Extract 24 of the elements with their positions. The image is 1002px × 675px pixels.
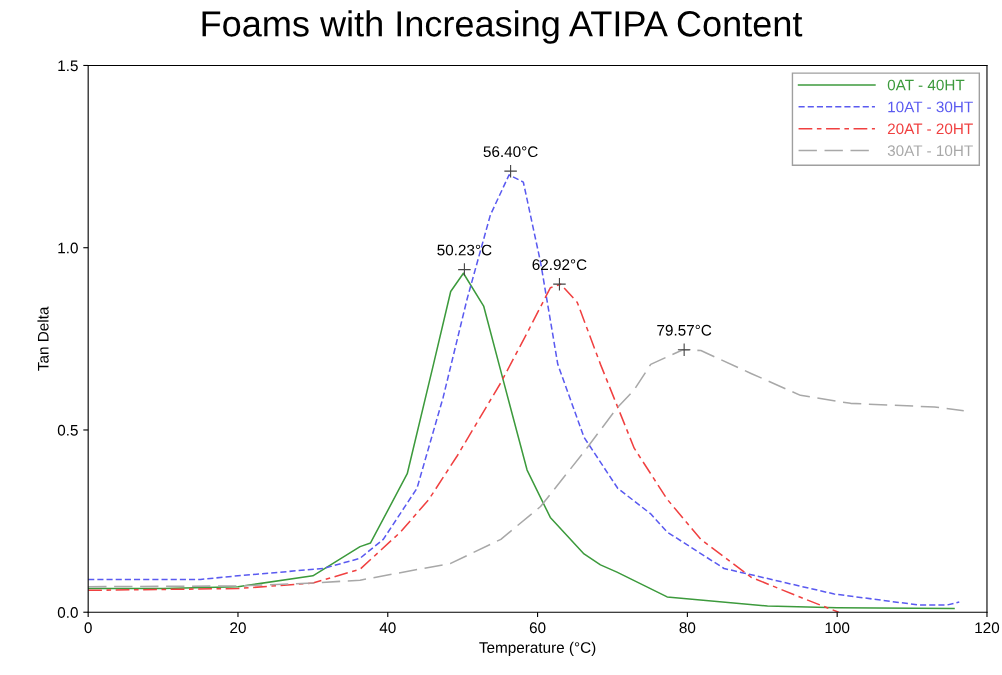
chart-title: Foams with Increasing ATIPA Content bbox=[202, 10, 803, 44]
legend-label: 0AT - 40HT bbox=[887, 79, 965, 91]
x-tick-label: 100 bbox=[825, 622, 850, 634]
x-tick-label: 60 bbox=[529, 622, 546, 634]
y-axis-title: Tan Delta bbox=[37, 306, 49, 371]
legend-label: 30AT - 10HT bbox=[887, 145, 973, 157]
annotation: 50.23°C bbox=[437, 244, 492, 256]
x-axis-title: Temperature (°C) bbox=[479, 641, 596, 656]
x-tick-label: 120 bbox=[975, 622, 1000, 634]
annotation: 62.92°C bbox=[532, 259, 587, 271]
y-tick-label: 1.0 bbox=[58, 242, 78, 254]
annotation: 56.40°C bbox=[483, 146, 538, 158]
legend-label: 10AT - 30HT bbox=[888, 101, 973, 113]
x-tick-label: 80 bbox=[679, 622, 696, 634]
y-tick-label: 0.0 bbox=[57, 607, 78, 618]
y-tick-label: 0.5 bbox=[57, 424, 78, 436]
x-tick-label: 20 bbox=[230, 622, 246, 634]
line-series bbox=[88, 174, 961, 606]
x-tick-label: 40 bbox=[379, 622, 396, 634]
x-tick-label: 0 bbox=[84, 622, 92, 634]
y-tick-label: 1.5 bbox=[58, 60, 78, 72]
line-series bbox=[88, 272, 955, 610]
annotation: 79.57°C bbox=[657, 324, 712, 336]
legend-label: 20AT - 20HT bbox=[887, 123, 973, 135]
